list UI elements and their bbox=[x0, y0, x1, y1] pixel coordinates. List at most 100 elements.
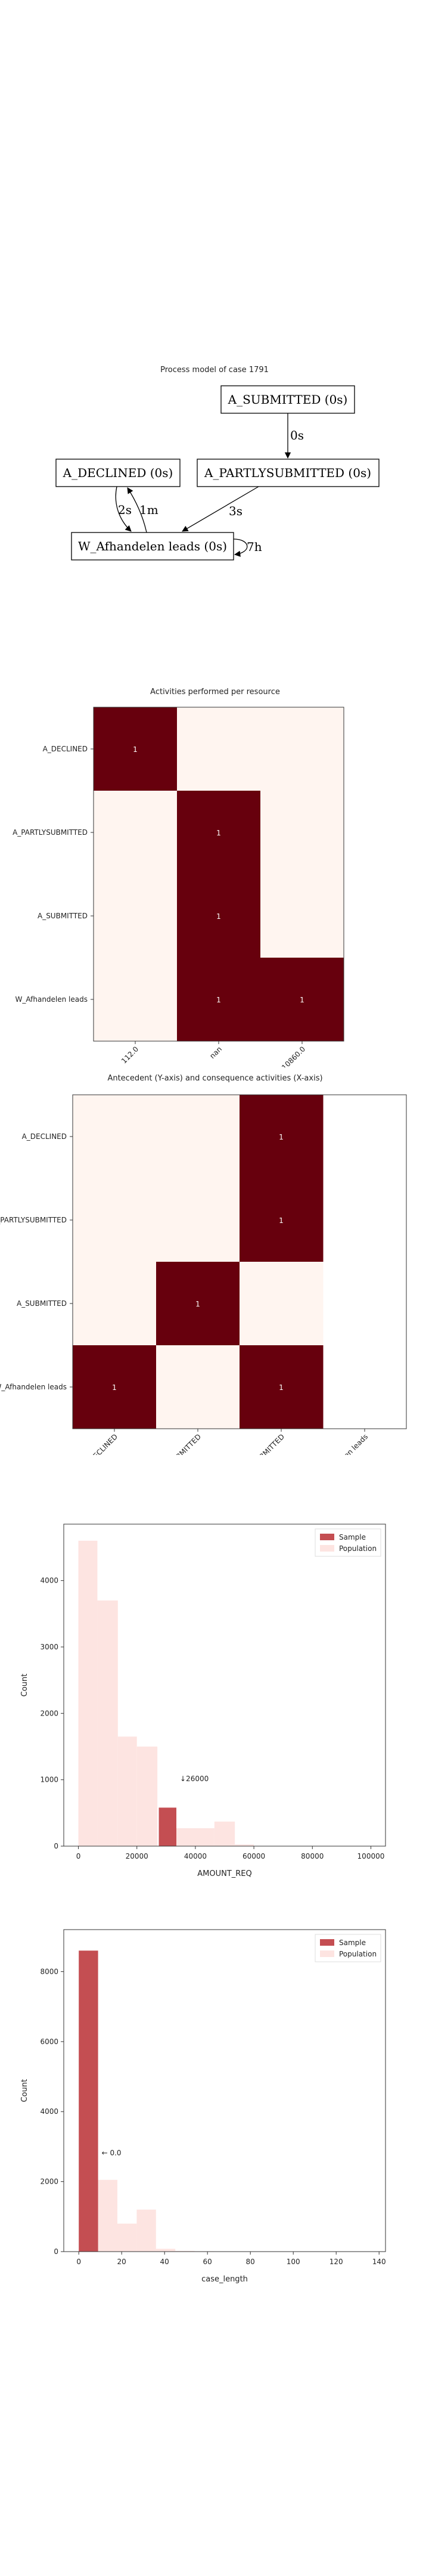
x-tick-label: 20000 bbox=[126, 1852, 148, 1860]
node-w-afhandelen-leads[interactable]: W_Afhandelen leads (0s) bbox=[71, 532, 234, 561]
y-tick-label: W_Afhandelen leads bbox=[15, 995, 88, 1004]
x-tick-label: 100 bbox=[287, 2258, 300, 2266]
x-tick-label: 60 bbox=[203, 2258, 212, 2266]
y-tick-label: 6000 bbox=[40, 2038, 58, 2046]
heatmap-cell bbox=[240, 1262, 324, 1346]
x-tick-label: nan bbox=[208, 1045, 223, 1060]
x-axis-label: case_length bbox=[201, 2275, 248, 2284]
histogram-bar-population bbox=[98, 2179, 117, 2252]
annotation: ← 0.0 bbox=[102, 2149, 122, 2157]
heatmap-cell bbox=[177, 874, 261, 958]
y-tick-label: 4000 bbox=[40, 1577, 58, 1585]
heatmap-cell bbox=[73, 1095, 157, 1179]
heatmap-cell bbox=[177, 707, 261, 791]
x-tick-label: W_Afhandelen leads bbox=[312, 1432, 369, 1455]
x-tick-label: 80000 bbox=[301, 1852, 324, 1860]
histogram-bar-population bbox=[156, 2249, 176, 2252]
histogram-bar-population bbox=[214, 1821, 235, 1846]
activity-transition-heatmap: Antecedent (Y-axis) and consequence acti… bbox=[0, 1074, 407, 1455]
y-tick-label: A_PARTLYSUBMITTED bbox=[0, 1216, 67, 1224]
heatmap-title: Activities performed per resource bbox=[150, 688, 280, 696]
legend-label: Sample bbox=[339, 1533, 366, 1541]
heatmap-cell-value: 1 bbox=[216, 912, 221, 921]
histogram-bar-population bbox=[78, 1540, 98, 1846]
x-tick-label: A_SUBMITTED bbox=[245, 1432, 286, 1455]
x-tick-label: 0 bbox=[76, 1852, 81, 1860]
histogram-bar-population bbox=[117, 2224, 137, 2252]
heatmap-cell bbox=[156, 1262, 240, 1346]
y-tick-label: 3000 bbox=[40, 1643, 58, 1651]
resource-heatmap-figure: Activities performed per resource 1 1 1 1 1 A… bbox=[0, 680, 429, 1067]
heatmap-cell bbox=[240, 1095, 324, 1179]
heatmap-cell bbox=[260, 791, 344, 875]
heatmap-cell bbox=[94, 707, 178, 791]
y-axis-label: Count bbox=[20, 2079, 29, 2103]
x-tick-label: 60000 bbox=[243, 1852, 265, 1860]
y-axis-label: Count bbox=[20, 1674, 29, 1697]
heatmap-cell bbox=[240, 1178, 324, 1262]
x-tick-label: 0 bbox=[76, 2258, 81, 2266]
legend-swatch bbox=[320, 1545, 334, 1552]
y-tick-label: 4000 bbox=[40, 2107, 58, 2116]
y-tick-label: A_PARTLYSUBMITTED bbox=[13, 828, 88, 837]
histogram-bar-population bbox=[175, 2250, 195, 2252]
legend-box bbox=[315, 1934, 381, 1962]
heatmap-frame bbox=[72, 1094, 407, 1429]
heatmap-cell bbox=[94, 791, 178, 875]
heatmap-cell bbox=[177, 958, 261, 1042]
x-tick-label: A_PARTLYSUBMITTED bbox=[144, 1432, 203, 1455]
histogram-bar-sample bbox=[158, 1807, 176, 1846]
heatmap-cell bbox=[73, 1178, 157, 1262]
heatmap-cell bbox=[156, 1345, 240, 1429]
heatmap-cell bbox=[177, 791, 261, 875]
node-label: A_DECLINED (0s) bbox=[63, 466, 173, 480]
y-tick-label: 1000 bbox=[40, 1776, 58, 1784]
x-tick-label: 10860.0 bbox=[280, 1045, 307, 1067]
edge-partly-afhandelen: 3s bbox=[182, 486, 259, 532]
node-label: W_Afhandelen leads (0s) bbox=[78, 539, 227, 553]
legend-swatch bbox=[320, 1939, 334, 1946]
histogram-bar-population bbox=[136, 2209, 156, 2252]
x-tick-label: A_DECLINED bbox=[82, 1432, 119, 1455]
node-a-partlysubmitted[interactable]: A_PARTLYSUBMITTED (0s) bbox=[197, 459, 380, 487]
node-a-submitted[interactable]: A_SUBMITTED (0s) bbox=[220, 385, 355, 414]
x-tick-label: 100000 bbox=[358, 1852, 385, 1860]
y-tick-label: A_DECLINED bbox=[43, 745, 88, 753]
heatmap-cell bbox=[260, 958, 344, 1042]
heatmap-cell bbox=[94, 958, 178, 1042]
node-label: A_SUBMITTED (0s) bbox=[228, 392, 348, 407]
y-tick-label: A_SUBMITTED bbox=[38, 912, 88, 920]
x-axis-label: AMOUNT_REQ bbox=[197, 1869, 252, 1878]
y-tick-label: A_DECLINED bbox=[22, 1132, 67, 1141]
process-model-title: Process model of case 1791 bbox=[160, 366, 269, 374]
case-length-histogram-figure: 0 2000 4000 6000 8000 0 20 40 60 80 100 120 140 case_… bbox=[0, 1908, 429, 2302]
x-tick-label: 40000 bbox=[184, 1852, 207, 1860]
histogram-bar-population bbox=[117, 1736, 137, 1846]
heatmap-cell-value: 1 bbox=[133, 745, 138, 754]
heatmap-cell-value: 1 bbox=[279, 1216, 284, 1225]
y-tick-label: W_Afhandelen leads bbox=[0, 1383, 67, 1391]
activity-transition-heatmap-figure: Antecedent (Y-axis) and consequence acti… bbox=[0, 1067, 429, 1455]
y-tick-label: 0 bbox=[54, 2247, 58, 2256]
edge-declined-afhandelen: 2s bbox=[115, 486, 132, 532]
heatmap-cell bbox=[240, 1345, 324, 1429]
x-tick-label: 20 bbox=[117, 2258, 126, 2266]
amount-req-histogram-figure: 0 1000 2000 3000 4000 0 20000 40000 60000 80000 10… bbox=[0, 1503, 429, 1896]
x-tick-label: 112.0 bbox=[120, 1045, 140, 1065]
y-tick-label: A_SUBMITTED bbox=[17, 1299, 67, 1308]
histogram-bar-population bbox=[176, 1828, 214, 1846]
histogram-bar-population bbox=[235, 1844, 254, 1846]
y-tick-label: 0 bbox=[54, 1842, 58, 1850]
node-a-declined[interactable]: A_DECLINED (0s) bbox=[55, 459, 181, 487]
legend-box bbox=[315, 1528, 381, 1557]
process-model-svg: Process model of case 1791 A_SUBMITTED (… bbox=[55, 366, 380, 561]
legend-label: Sample bbox=[339, 1939, 366, 1947]
case-length-histogram: 0 2000 4000 6000 8000 0 20 40 60 80 100 120 140 case_… bbox=[20, 1929, 386, 2284]
legend-label: Population bbox=[339, 1544, 377, 1553]
edge-label: 0s bbox=[290, 428, 304, 442]
node-label: A_PARTLYSUBMITTED (0s) bbox=[204, 466, 371, 480]
x-tick-label: 40 bbox=[160, 2258, 169, 2266]
edge-afhandelen-self: 7h bbox=[233, 538, 262, 557]
heatmap-cell bbox=[156, 1178, 240, 1262]
